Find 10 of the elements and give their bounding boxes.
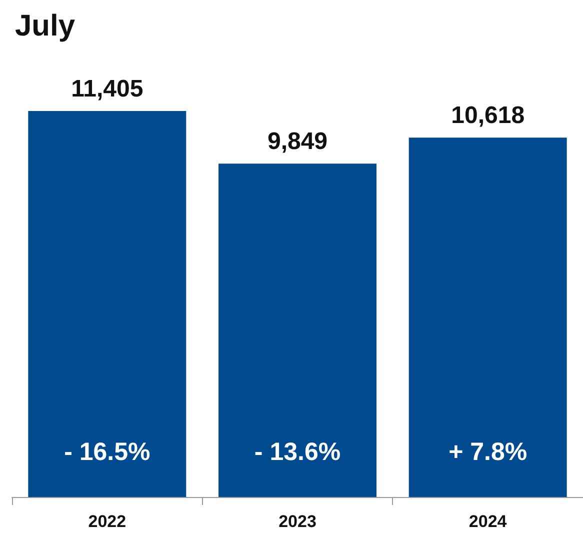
data-label: 11,405 [71, 76, 144, 102]
annotation: - 13.6% [254, 438, 341, 466]
x-tick-label: 2022 [88, 512, 126, 531]
chart-title: July [15, 10, 76, 42]
x-tick-label: 2023 [278, 512, 316, 531]
data-label: 10,618 [451, 102, 525, 130]
annotation: - 16.5% [64, 438, 150, 466]
annotation: + 7.8% [448, 438, 528, 466]
x-tick-label: 2024 [468, 512, 508, 531]
data-label: 9,849 [267, 128, 328, 156]
